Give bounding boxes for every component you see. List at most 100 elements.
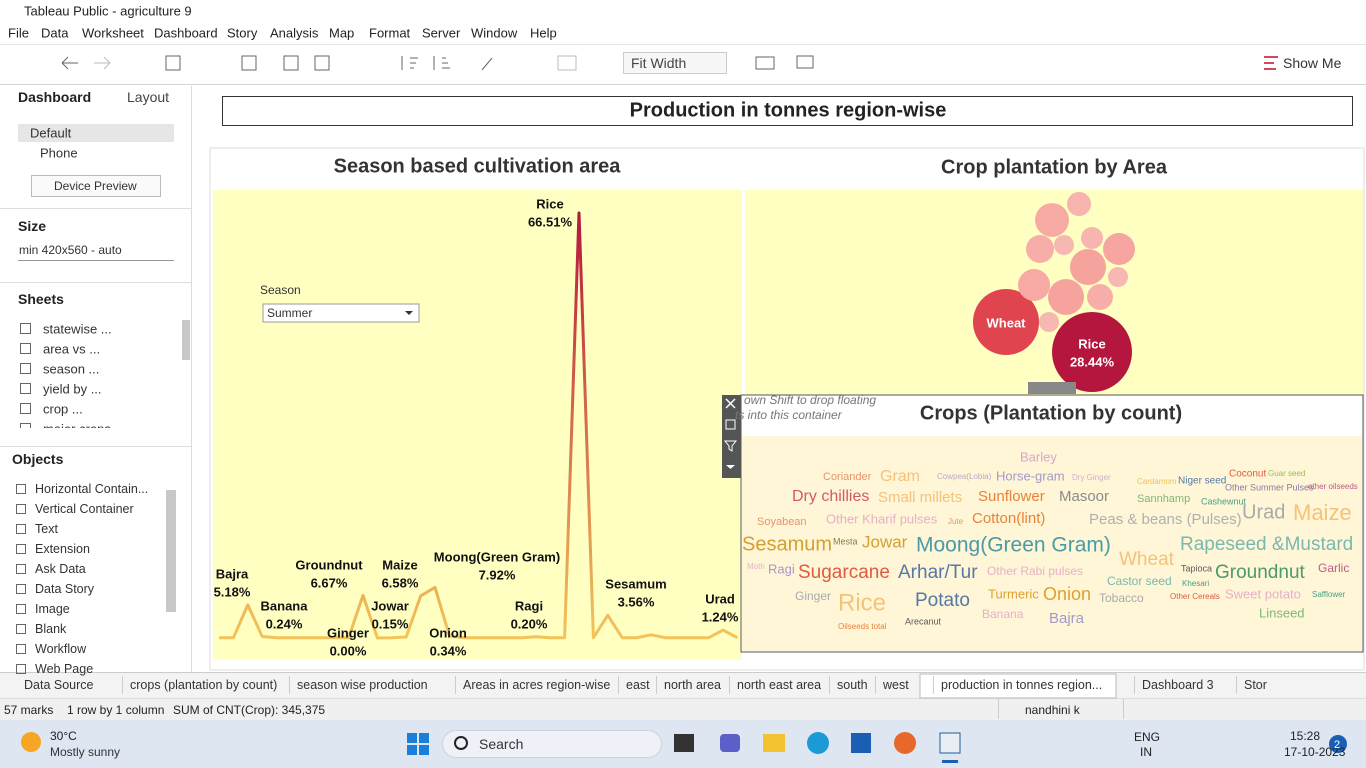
search-box[interactable] <box>442 730 662 758</box>
taskbar-apps[interactable] <box>674 732 961 763</box>
season-dropdown[interactable] <box>262 303 420 323</box>
chart-title: Season based cultivation area <box>334 155 622 177</box>
data-label-value: 0.15% <box>372 616 409 631</box>
weather-icon[interactable] <box>21 732 41 752</box>
menu-item[interactable]: Map <box>329 25 355 41</box>
object-item[interactable]: Data Story <box>35 582 95 596</box>
chart-title: Crop plantation by Area <box>941 156 1168 178</box>
sheet-tab[interactable]: Dashboard 3 <box>1142 678 1214 692</box>
notification-badge[interactable] <box>1329 735 1347 753</box>
sheet-tab[interactable]: Areas in acres region-wise <box>463 678 611 692</box>
word: Rapeseed &Mustard <box>1180 534 1353 555</box>
menu-item[interactable]: Dashboard <box>154 25 218 41</box>
close-icon[interactable] <box>725 398 736 409</box>
user-name[interactable]: nandhini k <box>1025 703 1080 717</box>
dropdown-arrow[interactable] <box>405 311 413 315</box>
menu-item[interactable]: Analysis <box>270 25 319 41</box>
word: Barley <box>1020 449 1057 464</box>
bubble <box>1053 234 1075 256</box>
object-item[interactable]: Vertical Container <box>35 502 134 516</box>
notification-count[interactable]: 2 <box>1334 739 1341 751</box>
sheet-tab[interactable]: east <box>626 678 650 692</box>
weather-text[interactable]: Mostly sunny <box>50 745 121 759</box>
sheet-tab[interactable]: production in tonnes region... <box>941 678 1103 692</box>
word: Other Cereals <box>1170 592 1220 601</box>
bubble <box>972 288 1040 356</box>
data-label-value: 0.34% <box>430 643 467 658</box>
button[interactable] <box>31 175 161 197</box>
menu-item[interactable]: Data <box>41 25 69 41</box>
filter-value[interactable]: Summer <box>267 306 313 320</box>
menu-item[interactable]: Window <box>471 25 518 41</box>
sheet-item[interactable]: area vs ... <box>43 341 101 357</box>
word: Oilseeds total <box>838 622 887 631</box>
filter-icon[interactable] <box>723 440 738 452</box>
search-icon <box>454 736 468 750</box>
device-option[interactable]: Phone <box>40 145 78 161</box>
object-icon <box>16 584 26 594</box>
object-item[interactable]: Text <box>35 522 58 536</box>
scrollbar[interactable] <box>182 320 190 360</box>
sheet-item[interactable]: major crops <box>43 422 111 429</box>
word: Peas & beans (Pulses) <box>1089 511 1242 528</box>
menu-item[interactable]: Worksheet <box>82 25 144 41</box>
device-option[interactable]: Default <box>30 125 72 141</box>
sheet-tab[interactable]: Data Source <box>24 678 94 692</box>
size-value[interactable]: min 420x560 - auto <box>19 243 122 257</box>
scrollbar[interactable] <box>166 490 176 612</box>
clock-time[interactable]: 15:28 <box>1290 729 1321 743</box>
sheet-item[interactable]: season ... <box>43 361 100 377</box>
more-icon[interactable] <box>726 465 735 469</box>
object-item[interactable]: Blank <box>35 622 67 636</box>
fit-width[interactable]: Fit Width <box>631 55 687 71</box>
sheet-item[interactable]: statewise ... <box>43 321 112 337</box>
menu-item[interactable]: Story <box>227 25 258 41</box>
drag-handle[interactable] <box>1028 382 1076 394</box>
windows-logo[interactable] <box>407 733 429 755</box>
user-box[interactable] <box>998 699 1124 719</box>
panel-tab[interactable]: Layout <box>127 89 170 105</box>
menu-item[interactable]: File <box>8 25 29 41</box>
section-heading: Objects <box>12 451 64 467</box>
sheet-icon <box>20 363 31 374</box>
sheet-tab[interactable]: Stor <box>1244 678 1267 692</box>
weather-temp[interactable]: 30°C <box>50 729 77 743</box>
word: Moong(Green Gram) <box>916 534 1111 557</box>
language[interactable]: ENG <box>1134 730 1161 744</box>
object-item[interactable]: Web Page <box>35 662 94 676</box>
sheet-tab[interactable]: season wise production <box>297 678 428 692</box>
menu-item[interactable]: Format <box>369 25 411 41</box>
object-item[interactable]: Image <box>35 602 70 616</box>
word: Maize <box>1293 500 1352 525</box>
sheet-item[interactable]: yield by ... <box>43 381 102 397</box>
toolbar-icons[interactable] <box>61 55 1278 71</box>
drop-hint: own Shift to drop floating <box>744 393 877 407</box>
sheet-tab[interactable]: north east area <box>737 678 822 692</box>
menu-item[interactable]: Help <box>530 25 557 41</box>
bubble <box>1026 235 1054 263</box>
object-item[interactable]: Extension <box>35 542 90 556</box>
language[interactable]: IN <box>1140 745 1152 759</box>
open-icon[interactable] <box>725 419 736 430</box>
bubble <box>1087 284 1113 310</box>
sheet-tab[interactable]: crops (plantation by count) <box>130 678 278 692</box>
word: Guar seed <box>1268 469 1305 478</box>
device-preview[interactable]: Device Preview <box>54 179 137 193</box>
fit-dropdown[interactable] <box>623 52 727 74</box>
panel-tab[interactable]: Dashboard <box>18 89 92 105</box>
clock-date[interactable]: 17-10-2023 <box>1284 745 1346 759</box>
menu-item[interactable]: Server <box>422 25 461 41</box>
sheet-tab[interactable]: south <box>837 678 868 692</box>
data-label-value: 6.67% <box>311 575 348 590</box>
sheet-item[interactable]: crop ... <box>43 401 83 417</box>
search-label[interactable]: Search <box>479 736 524 752</box>
object-item[interactable]: Ask Data <box>35 562 86 576</box>
bubble-label: Rice <box>1078 336 1105 351</box>
object-item[interactable]: Workflow <box>35 642 87 656</box>
sheet-tab[interactable]: north area <box>664 678 721 692</box>
sheet-tab[interactable]: west <box>883 678 909 692</box>
object-item[interactable]: Horizontal Contain... <box>35 482 149 496</box>
show-me[interactable]: Show Me <box>1283 55 1342 71</box>
object-icon <box>16 524 26 534</box>
